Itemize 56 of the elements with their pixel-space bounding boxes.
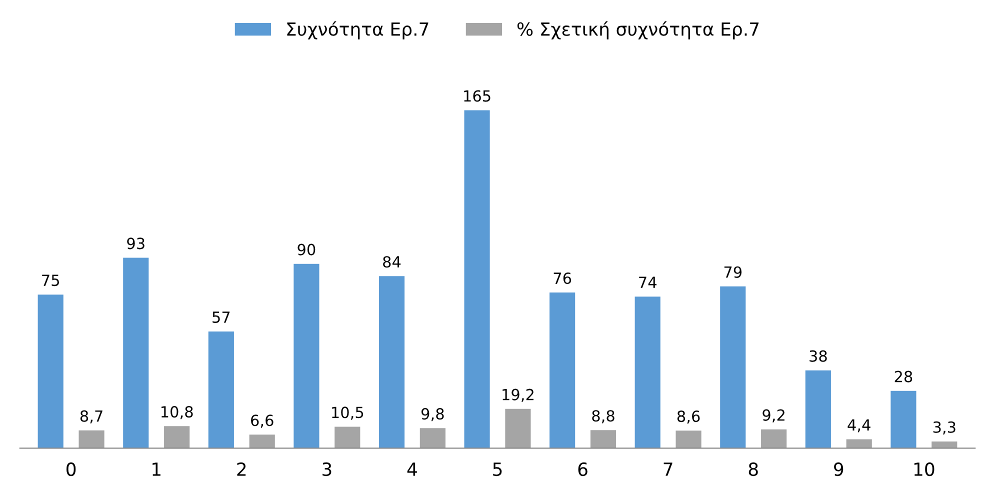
x-tick-label: 1 (152, 462, 160, 476)
bar (164, 426, 190, 448)
bar (805, 370, 831, 448)
x-tick-label: 8 (748, 462, 758, 476)
x-tick-label: 4 (407, 462, 417, 476)
data-label: 93 (127, 238, 144, 250)
legend-label: % Σχετική συχνότητα Ερ.7 (517, 21, 759, 40)
data-label: 10,8 (161, 406, 193, 420)
bar (208, 331, 234, 448)
bar (294, 264, 320, 448)
data-label: 84 (383, 256, 401, 268)
bar (464, 110, 490, 448)
x-tick-label: 6 (578, 462, 588, 476)
data-label: 38 (810, 350, 827, 362)
data-label: 8,7 (80, 410, 102, 424)
x-tick-label: 10 (914, 462, 934, 476)
data-label: 10,5 (332, 406, 364, 420)
bar (890, 390, 916, 448)
data-label: 57 (212, 312, 230, 323)
x-tick-label: 5 (493, 462, 502, 476)
data-label: 6,6 (251, 414, 274, 428)
data-label: 75 (42, 274, 59, 286)
data-label: 9,2 (762, 409, 784, 422)
bar (505, 408, 531, 448)
bar (634, 296, 660, 448)
x-tick-label: 0 (66, 462, 76, 476)
data-label: 3,3 (933, 421, 956, 434)
bar (761, 429, 787, 448)
data-label: 74 (639, 276, 656, 288)
bar (846, 439, 872, 448)
data-label: 8,6 (677, 410, 700, 424)
bar (420, 428, 446, 448)
data-label: 19,2 (502, 388, 534, 402)
data-label: 76 (554, 272, 572, 284)
bar (720, 286, 746, 448)
bar (590, 430, 616, 448)
legend-label: Συχνότητα Ερ.7 (287, 21, 428, 40)
data-label: 165 (464, 90, 490, 102)
bar (676, 430, 702, 448)
data-label: 9,8 (421, 408, 444, 422)
x-tick-label: 2 (237, 462, 246, 476)
data-label: 79 (724, 266, 742, 278)
x-tick-label: 9 (834, 462, 844, 476)
bar (78, 430, 104, 448)
bar (249, 434, 275, 448)
data-label: 8,8 (592, 410, 614, 424)
x-tick-label: 3 (322, 462, 332, 476)
bar (550, 292, 576, 448)
bar (334, 426, 360, 448)
data-label: 4,4 (848, 419, 870, 432)
data-label: 90 (298, 244, 316, 256)
data-label: 28 (894, 370, 912, 382)
x-tick-label: 7 (664, 462, 672, 476)
bar (38, 294, 64, 448)
bar (378, 276, 405, 448)
bar (123, 258, 149, 448)
